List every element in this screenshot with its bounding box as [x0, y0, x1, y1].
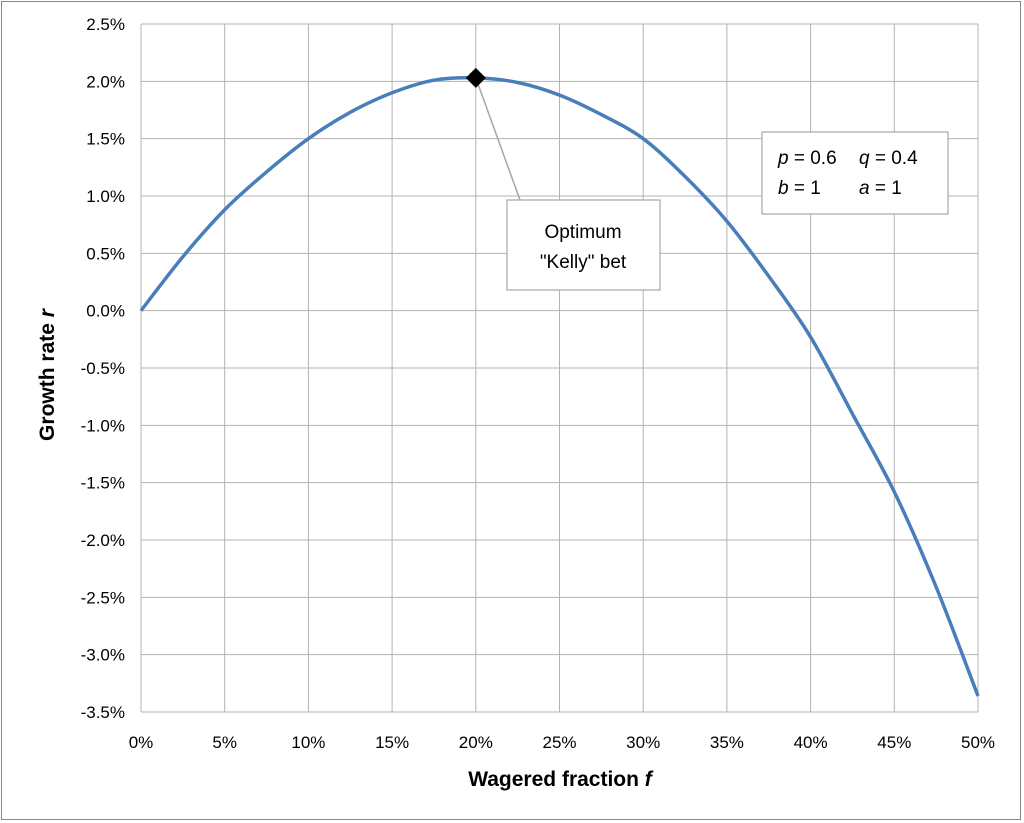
y-tick-label: -3.5% — [81, 703, 125, 722]
x-tick-label: 5% — [212, 733, 237, 752]
parameters-box — [761, 131, 949, 215]
y-tick-label: -1.0% — [81, 416, 125, 435]
y-tick-label: -3.0% — [81, 646, 125, 665]
param-q-value: = 0.4 — [870, 148, 918, 169]
y-tick-label: -2.5% — [81, 588, 125, 607]
param-p-value: = 0.6 — [789, 148, 837, 169]
grid — [140, 23, 979, 713]
y-axis-title-text: Growth rate — [36, 323, 59, 441]
params-row-2: b = 1 — [778, 178, 821, 199]
x-tick-label: 35% — [710, 733, 744, 752]
y-tick-label: 1.5% — [86, 130, 125, 149]
x-axis-variable: f — [645, 768, 654, 791]
param-p-name: p — [777, 148, 789, 169]
series-line — [139, 75, 980, 697]
y-tick-label: 1.0% — [86, 187, 125, 206]
x-tick-label: 15% — [375, 733, 409, 752]
param-b-value: = 1 — [789, 178, 821, 199]
y-axis-ticks: 2.5% 2.0% 1.5% 1.0% 0.5% 0.0% -0.5% -1.0% -1.5% -… — [81, 15, 125, 722]
y-tick-label: -1.5% — [81, 474, 125, 493]
optimum-marker — [465, 67, 486, 88]
y-axis-variable: r — [36, 307, 59, 317]
x-tick-label: 45% — [877, 733, 911, 752]
annotation-line-1: Optimum — [544, 222, 621, 243]
x-tick-label: 50% — [961, 733, 995, 752]
x-tick-label: 0% — [129, 733, 154, 752]
param-b-name: b — [778, 178, 789, 199]
param-a-value: = 1 — [870, 178, 902, 199]
y-tick-label: -0.5% — [81, 359, 125, 378]
param-q-name: q — [859, 148, 870, 169]
y-tick-label: 2.0% — [86, 72, 125, 91]
x-tick-label: 25% — [542, 733, 576, 752]
annotation-box — [506, 199, 661, 291]
param-a-name: a — [859, 178, 870, 199]
y-axis-title: Growth rate r — [36, 307, 59, 441]
y-tick-label: -2.0% — [81, 531, 125, 550]
annotation-line-2: "Kelly" bet — [540, 252, 627, 273]
params-row-1b: q = 0.4 — [859, 148, 918, 169]
x-tick-label: 30% — [626, 733, 660, 752]
y-tick-label: 2.5% — [86, 15, 125, 34]
x-tick-label: 40% — [794, 733, 828, 752]
y-tick-label: 0.5% — [86, 244, 125, 263]
x-tick-label: 10% — [291, 733, 325, 752]
annotation-leader-line — [475, 77, 521, 201]
x-axis-title-text: Wagered fraction — [468, 768, 639, 791]
x-axis-ticks: 0% 5% 10% 15% 20% 25% 30% 35% 40% 45% 50% — [129, 733, 995, 752]
x-tick-label: 20% — [459, 733, 493, 752]
x-axis-title: Wagered fraction f — [468, 768, 654, 791]
y-tick-label: 0.0% — [86, 302, 125, 321]
params-row-2b: a = 1 — [859, 178, 902, 199]
params-row-1: p = 0.6 — [777, 148, 837, 169]
